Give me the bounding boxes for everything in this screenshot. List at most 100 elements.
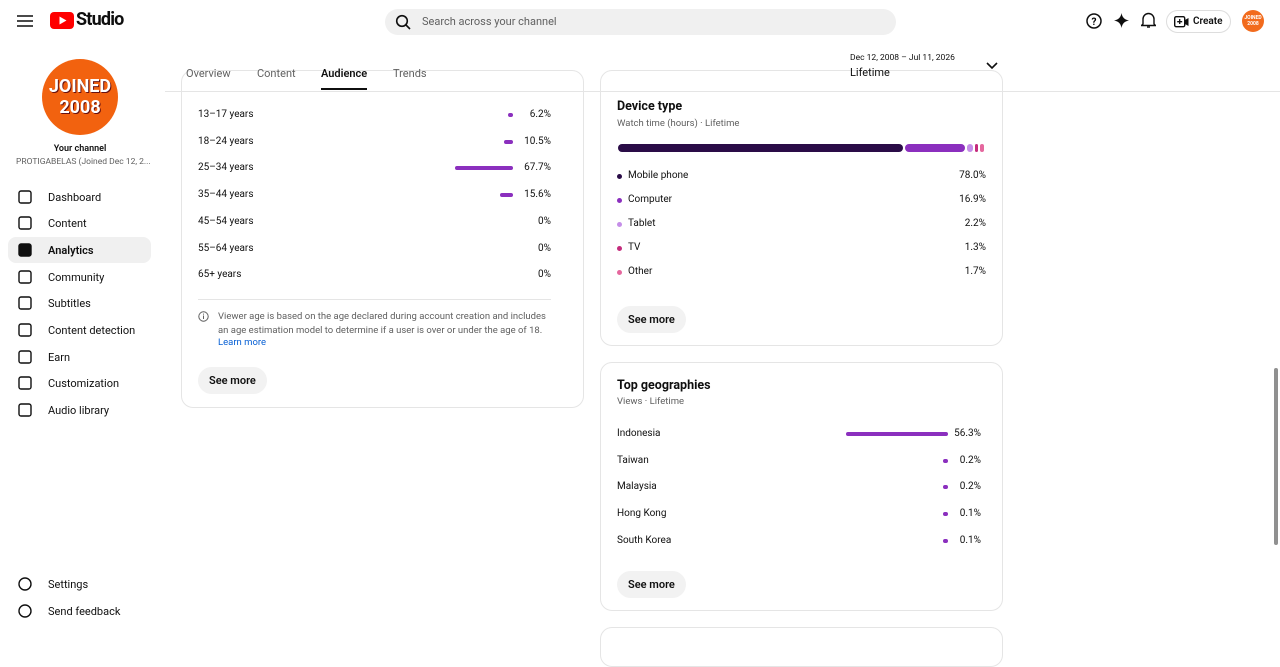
bar bbox=[943, 485, 948, 490]
bar bbox=[943, 458, 948, 463]
nav-label: Content bbox=[48, 217, 87, 230]
learn-more-link[interactable]: Learn more bbox=[218, 337, 267, 348]
nav-label: Earn bbox=[48, 351, 71, 364]
logo-text[interactable]: Studio bbox=[76, 9, 124, 30]
date-label: Lifetime bbox=[850, 66, 890, 79]
legend-name: Mobile phone bbox=[628, 170, 689, 181]
row-label: 45–54 years bbox=[198, 215, 254, 227]
row-value: 15.6% bbox=[524, 189, 551, 201]
row-value: 56.3% bbox=[954, 428, 981, 439]
nav-icon bbox=[18, 577, 32, 591]
tab[interactable]: Content bbox=[257, 67, 296, 80]
row-value: 6.2% bbox=[529, 109, 551, 120]
row-label: 18–24 years bbox=[198, 135, 254, 147]
nav-item[interactable]: Earn bbox=[8, 344, 151, 370]
card-title: Top geographies bbox=[617, 378, 711, 393]
divider bbox=[198, 299, 551, 300]
row-value: 67.7% bbox=[524, 162, 551, 174]
see-more-button[interactable]: See more bbox=[617, 306, 686, 333]
tab[interactable]: Audience bbox=[321, 67, 368, 90]
help-icon[interactable]: ? bbox=[1086, 13, 1102, 29]
tab[interactable]: Overview bbox=[186, 67, 231, 80]
legend-value: 16.9% bbox=[959, 194, 986, 205]
nav-item[interactable]: Audio library bbox=[8, 397, 151, 423]
nav-label: Community bbox=[48, 271, 105, 284]
menu-icon[interactable] bbox=[17, 14, 33, 28]
legend-name: Other bbox=[628, 266, 653, 277]
create-label: Create bbox=[1193, 16, 1223, 27]
spark-icon[interactable] bbox=[1114, 13, 1129, 28]
dropdown-icon[interactable] bbox=[986, 62, 998, 70]
nav-icon bbox=[18, 296, 32, 310]
stacked-segment bbox=[905, 144, 966, 152]
nav-icon bbox=[18, 190, 32, 204]
nav-item[interactable]: Dashboard bbox=[8, 184, 151, 210]
legend-dot bbox=[617, 197, 622, 203]
row-label: 35–44 years bbox=[198, 189, 254, 201]
nav-label: Settings bbox=[48, 578, 89, 591]
tab[interactable]: Trends bbox=[393, 67, 427, 80]
nav-label: Analytics bbox=[48, 244, 94, 257]
nav-item[interactable]: Analytics bbox=[8, 237, 151, 263]
nav-item[interactable]: Send feedback bbox=[8, 598, 151, 624]
see-more-button[interactable]: See more bbox=[617, 571, 686, 598]
top-bar: Studio Search across your channel ? Crea… bbox=[0, 0, 1280, 42]
legend-name: Computer bbox=[628, 194, 673, 205]
card-subtitle: Watch time (hours) · Lifetime bbox=[617, 118, 740, 129]
scrollbar-thumb[interactable] bbox=[1274, 368, 1278, 545]
nav-icon bbox=[18, 376, 32, 390]
bar bbox=[454, 166, 513, 171]
avatar-line: JOINED bbox=[48, 76, 112, 97]
nav-icon bbox=[18, 403, 32, 417]
header-avatar[interactable]: JOINED 2008 bbox=[1242, 10, 1264, 32]
legend-dot bbox=[617, 269, 622, 275]
bar bbox=[846, 432, 948, 436]
next-card bbox=[600, 627, 1003, 667]
nav-item[interactable]: Customization bbox=[8, 370, 151, 396]
create-icon bbox=[1174, 16, 1189, 28]
nav-label: Dashboard bbox=[48, 191, 102, 204]
row-label: Hong Kong bbox=[617, 508, 667, 520]
channel-name: PROTIGABELAS (Joined Dec 12, 2... bbox=[16, 157, 151, 167]
stacked-segment bbox=[975, 144, 979, 152]
search-box[interactable]: Search across your channel bbox=[385, 9, 896, 35]
search-placeholder: Search across your channel bbox=[422, 15, 557, 28]
row-label: Malaysia bbox=[617, 481, 657, 493]
row-value: 0% bbox=[538, 242, 551, 254]
nav-icon bbox=[18, 350, 32, 364]
sidebar: JOINED 2008 Your channel PROTIGABELAS (Jo… bbox=[0, 42, 165, 630]
svg-text:?: ? bbox=[1092, 17, 1097, 28]
bar bbox=[499, 193, 513, 198]
row-label: 13–17 years bbox=[198, 109, 254, 120]
row-label: 25–34 years bbox=[198, 162, 254, 174]
nav-label: Audio library bbox=[48, 404, 110, 417]
row-value: 0.1% bbox=[959, 534, 981, 546]
row-label: 55–64 years bbox=[198, 242, 254, 254]
nav-item[interactable]: Community bbox=[8, 264, 151, 290]
nav-item[interactable]: Subtitles bbox=[8, 290, 151, 316]
search-icon bbox=[395, 14, 411, 30]
bar bbox=[507, 113, 513, 117]
row-value: 10.5% bbox=[524, 135, 551, 147]
nav-item[interactable]: Content detection bbox=[8, 317, 151, 343]
info-icon[interactable] bbox=[198, 311, 209, 322]
legend-value: 1.3% bbox=[964, 242, 986, 253]
row-value: 0% bbox=[538, 269, 551, 281]
channel-avatar[interactable]: JOINED 2008 bbox=[42, 59, 118, 135]
nav-icon bbox=[18, 323, 32, 337]
legend-dot bbox=[617, 173, 622, 179]
age-card bbox=[181, 70, 584, 408]
bar bbox=[943, 538, 948, 543]
nav-label: Customization bbox=[48, 377, 120, 390]
stacked-segment bbox=[618, 144, 904, 152]
see-more-button[interactable]: See more bbox=[198, 367, 267, 394]
row-value: 0.2% bbox=[959, 481, 981, 493]
create-button[interactable]: Create bbox=[1166, 10, 1231, 33]
bar bbox=[504, 139, 513, 144]
row-label: South Korea bbox=[617, 534, 672, 546]
row-label: Taiwan bbox=[617, 454, 649, 466]
nav-item[interactable]: Content bbox=[8, 210, 151, 236]
bell-icon[interactable] bbox=[1141, 12, 1156, 29]
nav-item[interactable]: Settings bbox=[8, 571, 151, 597]
